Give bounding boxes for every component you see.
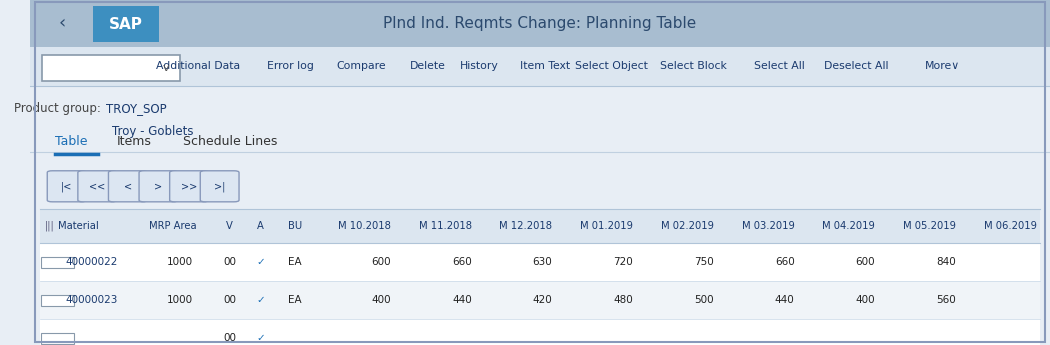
Text: 500: 500 <box>694 295 714 305</box>
Text: Delete: Delete <box>410 61 445 71</box>
Text: <: < <box>124 181 132 191</box>
Text: 420: 420 <box>532 295 552 305</box>
Text: TROY_SOP: TROY_SOP <box>106 102 167 115</box>
Text: Additional Data: Additional Data <box>156 61 240 71</box>
Text: Deselect All: Deselect All <box>824 61 888 71</box>
Text: 00: 00 <box>223 257 236 267</box>
Text: 1000: 1000 <box>167 257 193 267</box>
Text: 00: 00 <box>223 295 236 305</box>
Text: Troy - Goblets: Troy - Goblets <box>111 125 193 138</box>
Text: 600: 600 <box>372 257 391 267</box>
FancyBboxPatch shape <box>42 55 180 81</box>
Text: Plnd Ind. Reqmts Change: Planning Table: Plnd Ind. Reqmts Change: Planning Table <box>383 16 696 31</box>
Text: M 05.2019: M 05.2019 <box>903 221 956 231</box>
FancyBboxPatch shape <box>40 209 1040 243</box>
FancyBboxPatch shape <box>41 295 74 306</box>
Text: Select Block: Select Block <box>659 61 727 71</box>
Text: Compare: Compare <box>337 61 386 71</box>
FancyBboxPatch shape <box>40 319 1040 345</box>
Text: M 06.2019: M 06.2019 <box>984 221 1036 231</box>
Text: Schedule Lines: Schedule Lines <box>183 135 277 148</box>
Text: 840: 840 <box>937 257 956 267</box>
Text: >|: >| <box>214 181 226 191</box>
Text: ‹: ‹ <box>59 14 66 32</box>
Text: V: V <box>226 221 233 231</box>
Text: Material: Material <box>59 221 99 231</box>
FancyBboxPatch shape <box>108 171 147 202</box>
Text: M 12.2018: M 12.2018 <box>500 221 552 231</box>
Text: 630: 630 <box>532 257 552 267</box>
Text: ✓: ✓ <box>256 257 265 267</box>
FancyBboxPatch shape <box>29 0 1050 47</box>
Text: 600: 600 <box>856 257 876 267</box>
FancyBboxPatch shape <box>47 171 86 202</box>
Text: <<: << <box>89 181 105 191</box>
FancyBboxPatch shape <box>78 171 117 202</box>
Text: Select Object: Select Object <box>575 61 648 71</box>
FancyBboxPatch shape <box>40 243 1040 281</box>
Text: 440: 440 <box>775 295 795 305</box>
Text: Table: Table <box>56 135 88 148</box>
Text: M 03.2019: M 03.2019 <box>741 221 795 231</box>
Text: ✓: ✓ <box>256 295 265 305</box>
Text: 660: 660 <box>452 257 471 267</box>
Text: EA: EA <box>288 257 301 267</box>
Text: 440: 440 <box>452 295 471 305</box>
Text: 560: 560 <box>937 295 956 305</box>
Text: M 01.2019: M 01.2019 <box>581 221 633 231</box>
FancyBboxPatch shape <box>170 171 209 202</box>
Text: 1000: 1000 <box>167 295 193 305</box>
Text: Product group:: Product group: <box>15 102 101 115</box>
Text: M 04.2019: M 04.2019 <box>822 221 876 231</box>
FancyBboxPatch shape <box>29 86 1050 345</box>
Text: More∨: More∨ <box>925 61 961 71</box>
Text: >>: >> <box>181 181 197 191</box>
Text: 40000022: 40000022 <box>65 257 118 267</box>
Text: Item Text: Item Text <box>520 61 570 71</box>
Text: 400: 400 <box>856 295 876 305</box>
FancyBboxPatch shape <box>201 171 239 202</box>
Text: 660: 660 <box>775 257 795 267</box>
Text: |<: |< <box>61 181 72 191</box>
Text: 40000023: 40000023 <box>65 295 118 305</box>
Text: 480: 480 <box>613 295 633 305</box>
FancyBboxPatch shape <box>41 257 74 268</box>
Text: |||: ||| <box>45 221 55 231</box>
Text: M 10.2018: M 10.2018 <box>338 221 391 231</box>
Text: Error log: Error log <box>267 61 314 71</box>
Text: History: History <box>460 61 498 71</box>
FancyBboxPatch shape <box>93 6 160 42</box>
Text: M 11.2018: M 11.2018 <box>419 221 471 231</box>
FancyBboxPatch shape <box>40 281 1040 319</box>
Text: BU: BU <box>288 221 301 231</box>
FancyBboxPatch shape <box>29 47 1050 86</box>
Text: Items: Items <box>117 135 151 148</box>
FancyBboxPatch shape <box>139 171 177 202</box>
Text: MRP Area: MRP Area <box>149 221 196 231</box>
Text: 400: 400 <box>372 295 391 305</box>
Text: EA: EA <box>288 295 301 305</box>
Text: 720: 720 <box>613 257 633 267</box>
Text: M 02.2019: M 02.2019 <box>660 221 714 231</box>
Text: Select All: Select All <box>754 61 805 71</box>
Text: A: A <box>257 221 264 231</box>
Text: 00: 00 <box>223 333 236 343</box>
Text: v: v <box>163 63 170 73</box>
Text: SAP: SAP <box>109 17 143 32</box>
Text: >: > <box>154 181 163 191</box>
Text: ✓: ✓ <box>256 333 265 343</box>
Text: 750: 750 <box>694 257 714 267</box>
FancyBboxPatch shape <box>41 333 74 344</box>
